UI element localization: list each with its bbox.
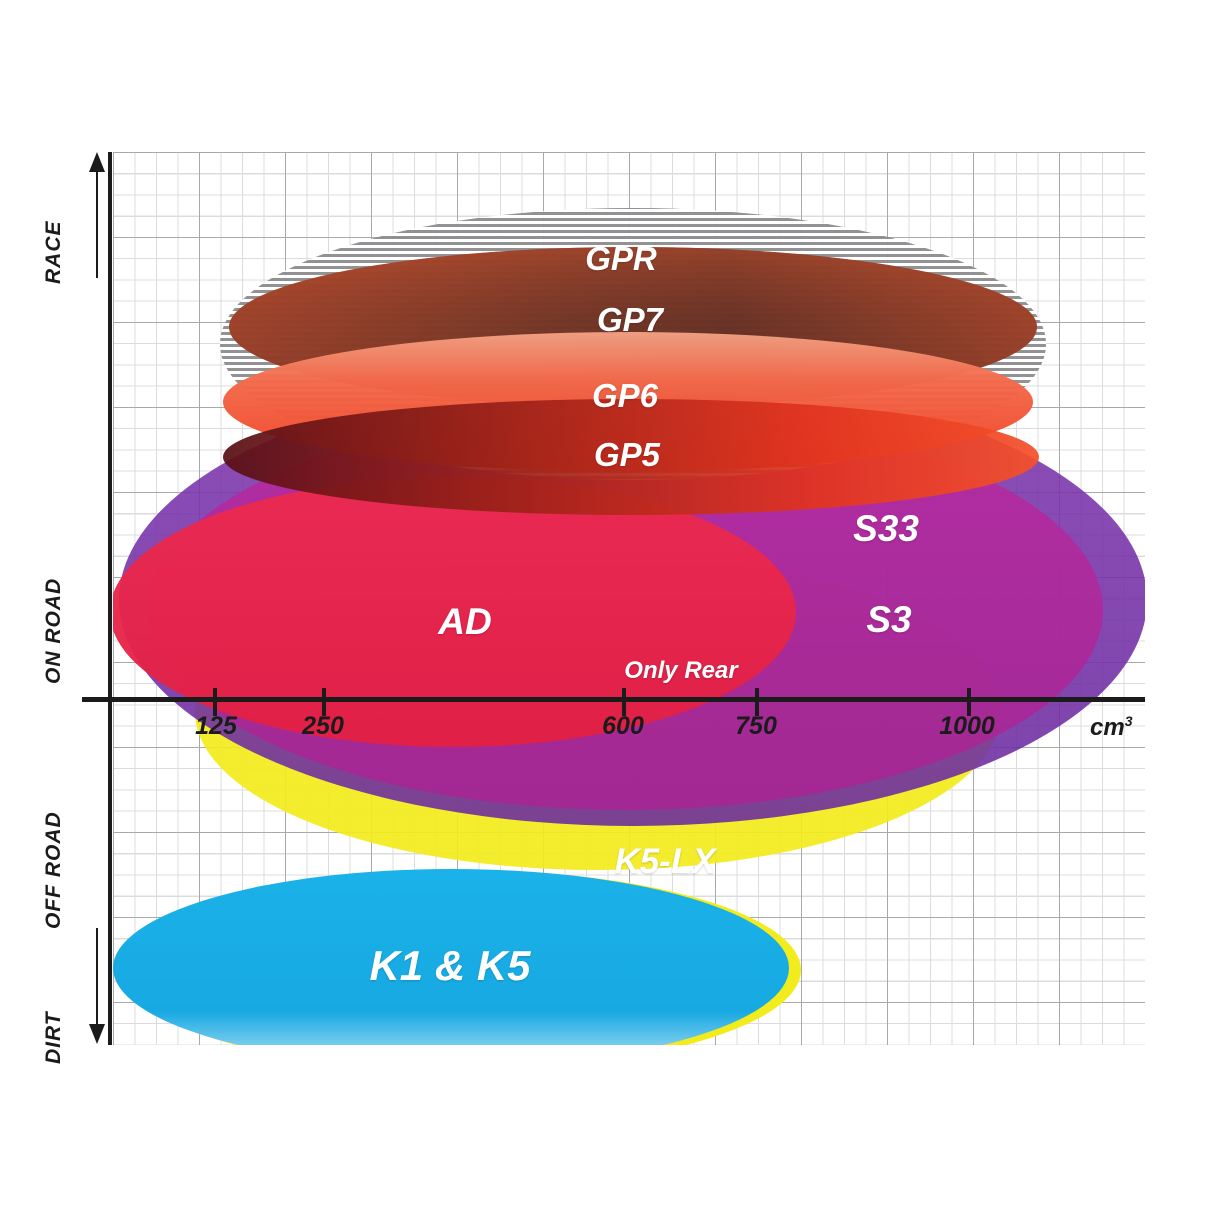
y-axis-line bbox=[108, 152, 112, 1045]
y-label-race: RACE bbox=[42, 220, 65, 284]
unit-superscript: 3 bbox=[1124, 713, 1133, 729]
x-tick-600 bbox=[622, 688, 626, 716]
plot-area bbox=[113, 152, 1145, 1045]
ellipse-gp5 bbox=[223, 399, 1039, 515]
x-tick-125 bbox=[213, 688, 217, 716]
x-label-125: 125 bbox=[195, 712, 237, 740]
series-ellipses bbox=[113, 208, 1145, 1045]
arrow-down-icon bbox=[89, 1024, 105, 1044]
x-tick-750 bbox=[755, 688, 759, 716]
y-label-dirt: DIRT bbox=[42, 1011, 65, 1064]
ellipse-k1-k5 bbox=[113, 869, 801, 1045]
x-tick-1000 bbox=[967, 688, 971, 716]
unit-text: cm bbox=[1090, 714, 1125, 741]
y-label-on-road: ON ROAD bbox=[42, 577, 65, 684]
x-label-250: 250 bbox=[302, 712, 344, 740]
x-label-600: 600 bbox=[602, 712, 644, 740]
x-tick-250 bbox=[322, 688, 326, 716]
y-label-off-road: OFF ROAD bbox=[42, 811, 65, 929]
ellipse-layers bbox=[113, 152, 1145, 1045]
y-axis-rail-up bbox=[96, 168, 98, 278]
arrow-up-icon bbox=[89, 152, 105, 172]
x-axis-unit: cm3 bbox=[1090, 713, 1132, 742]
x-axis-line bbox=[82, 697, 1145, 702]
y-axis-rail-down bbox=[96, 928, 98, 1038]
x-label-750: 750 bbox=[735, 712, 777, 740]
ellipse-ad bbox=[113, 477, 796, 747]
x-label-1000: 1000 bbox=[939, 712, 995, 740]
